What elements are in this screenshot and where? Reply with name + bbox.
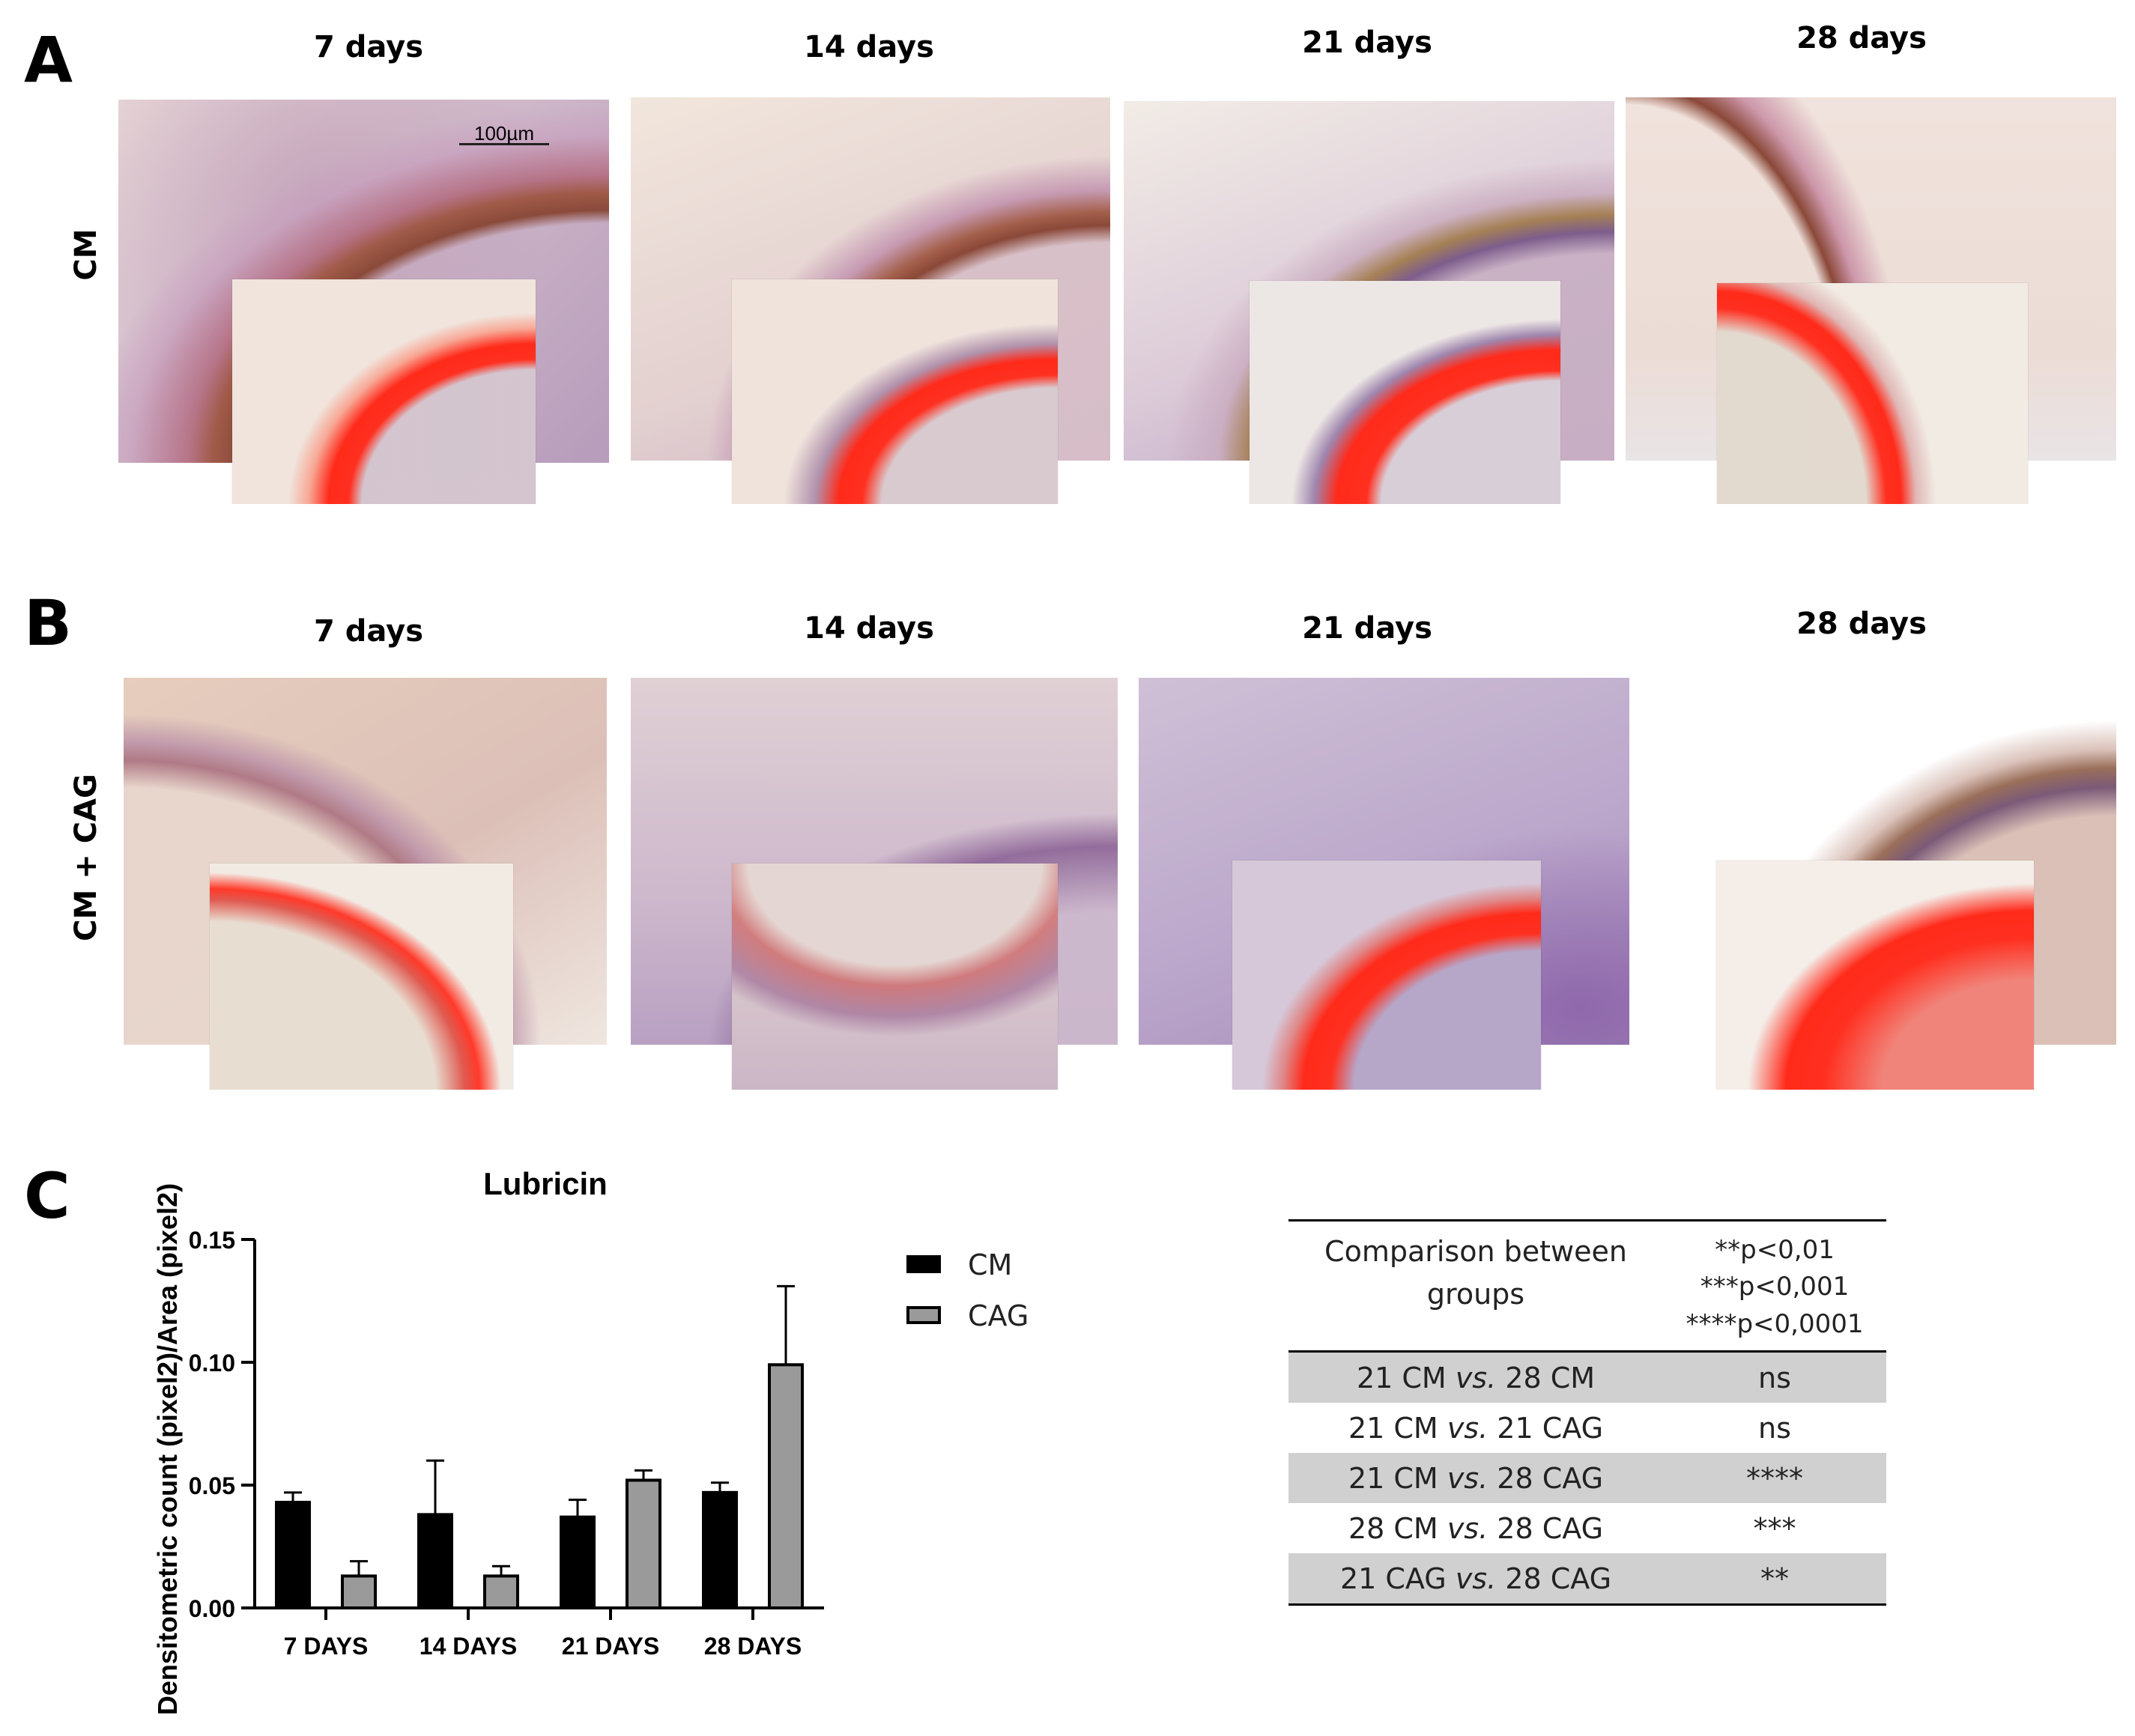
table-cell-result: ** bbox=[1760, 1562, 1789, 1595]
col-title-a-28: 28 days bbox=[1796, 21, 1927, 55]
micrograph-b-21-days bbox=[1139, 678, 1629, 1090]
table-row: 21 CM vs. 28 CAG **** bbox=[1288, 1453, 1886, 1503]
micrograph-a-14-days bbox=[631, 97, 1110, 504]
legend-swatch-cag bbox=[906, 1306, 941, 1324]
row-label-cm: CM bbox=[69, 228, 103, 281]
bar-cag bbox=[483, 1574, 519, 1610]
lubricin-bar-chart: Lubricin Densitometric count (pixel2)/Ar… bbox=[152, 1166, 824, 1715]
col-title-a-14: 14 days bbox=[804, 30, 934, 64]
bar-cm bbox=[702, 1490, 738, 1609]
bar-cm bbox=[275, 1500, 311, 1609]
micrograph-a-7-days: 100µm bbox=[118, 100, 609, 504]
table-header-comparison: Comparison between groups bbox=[1324, 1235, 1627, 1311]
micrograph-a-28-days bbox=[1626, 97, 2116, 504]
micrograph-b-28-days bbox=[1652, 678, 2116, 1090]
table-row: 21 CM vs. 21 CAG ns bbox=[1288, 1403, 1886, 1453]
table-cell-result: **** bbox=[1746, 1461, 1803, 1495]
panel-letter-a: A bbox=[24, 23, 73, 97]
x-tick-label: 7 DAYS bbox=[284, 1633, 369, 1660]
micrograph-b-14-days bbox=[631, 678, 1118, 1090]
table-header: Comparison between groups **p<0,01 ***p<… bbox=[1288, 1219, 1886, 1353]
legend-label-cm: CM bbox=[968, 1248, 1013, 1281]
table-header-significance: **p<0,01 ***p<0,001 ****p<0,0001 bbox=[1663, 1221, 1886, 1350]
bar-cag bbox=[768, 1363, 804, 1610]
table-cell-comparison: 28 CM vs. 28 CAG bbox=[1348, 1511, 1604, 1545]
significance-legend-2: **p<0,01 bbox=[1715, 1235, 1835, 1265]
bar-cm bbox=[560, 1515, 596, 1610]
significance-legend-3: ***p<0,001 bbox=[1700, 1272, 1850, 1302]
table-cell-result: ns bbox=[1758, 1361, 1791, 1394]
legend-swatch-cm bbox=[906, 1255, 941, 1273]
chart-title: Lubricin bbox=[483, 1166, 608, 1201]
table-cell-result: ns bbox=[1758, 1411, 1791, 1445]
col-title-b-21: 21 days bbox=[1302, 611, 1432, 646]
col-title-a-21: 21 days bbox=[1302, 25, 1432, 60]
col-title-a-7: 7 days bbox=[313, 30, 424, 64]
table-cell-comparison: 21 CM vs. 21 CAG bbox=[1348, 1411, 1604, 1445]
significance-legend-4: ****p<0,0001 bbox=[1686, 1308, 1864, 1339]
bar-cm bbox=[417, 1513, 453, 1609]
legend-label-cag: CAG bbox=[968, 1299, 1029, 1332]
x-tick-label: 28 DAYS bbox=[704, 1633, 802, 1660]
table-cell-comparison: 21 CM vs. 28 CAG bbox=[1348, 1461, 1604, 1495]
x-tick-label: 21 DAYS bbox=[562, 1633, 659, 1660]
panel-letter-b: B bbox=[24, 586, 73, 660]
col-title-b-14: 14 days bbox=[804, 611, 934, 646]
table-row: 28 CM vs. 28 CAG *** bbox=[1288, 1503, 1886, 1553]
bar-cag bbox=[626, 1478, 661, 1609]
table-cell-result: *** bbox=[1753, 1511, 1796, 1545]
panel-letter-c: C bbox=[24, 1159, 70, 1233]
micrograph-b-7-days bbox=[124, 678, 607, 1090]
col-title-b-7: 7 days bbox=[313, 614, 424, 649]
row-label-cm-cag: CM + CAG bbox=[69, 774, 103, 941]
bar-cag bbox=[341, 1574, 377, 1610]
table-row: 21 CM vs. 28 CM ns bbox=[1288, 1353, 1886, 1403]
x-tick-label: 14 DAYS bbox=[420, 1633, 517, 1660]
scale-bar: 100µm bbox=[459, 124, 549, 145]
y-tick-label: 0.15 bbox=[189, 1227, 235, 1254]
y-tick-label: 0.05 bbox=[189, 1472, 235, 1499]
comparison-table: Comparison between groups **p<0,01 ***p<… bbox=[1288, 1219, 1886, 1606]
table-row: 21 CAG vs. 28 CAG ** bbox=[1288, 1553, 1886, 1606]
table-cell-comparison: 21 CAG vs. 28 CAG bbox=[1339, 1562, 1612, 1595]
micrograph-a-21-days bbox=[1124, 101, 1614, 504]
table-cell-comparison: 21 CM vs. 28 CM bbox=[1356, 1361, 1596, 1394]
chart-y-axis-label: Densitometric count (pixel2)/Area (pixel… bbox=[152, 1183, 183, 1715]
y-tick-label: 0.10 bbox=[189, 1350, 235, 1377]
col-title-b-28: 28 days bbox=[1796, 607, 1927, 641]
y-tick-label: 0.00 bbox=[189, 1595, 235, 1622]
